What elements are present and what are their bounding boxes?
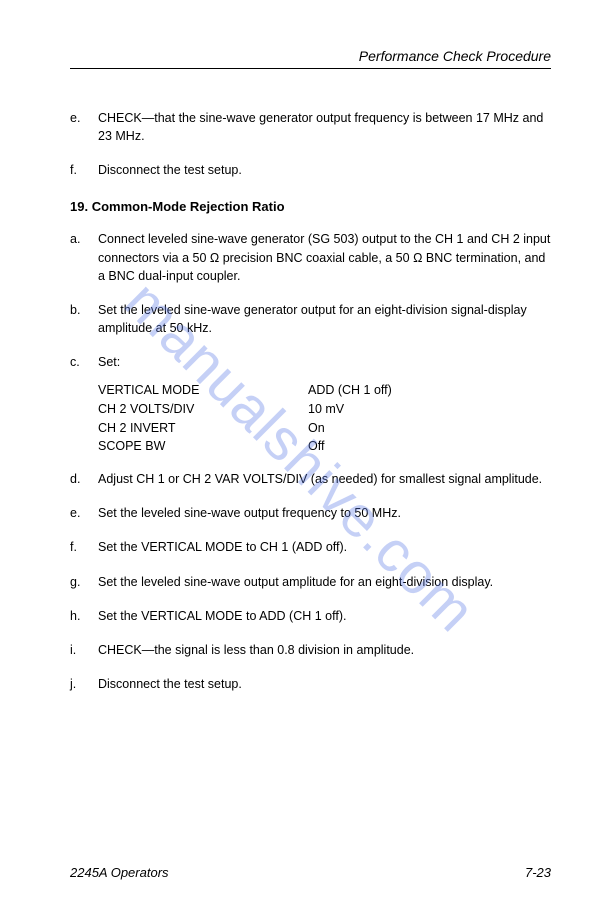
item-marker: g. <box>70 573 98 591</box>
item-text: CHECK—that the sine-wave generator outpu… <box>98 109 551 145</box>
setting-value: Off <box>308 437 324 456</box>
footer-right: 7-23 <box>525 865 551 880</box>
item-marker: e. <box>70 109 98 145</box>
item-marker: b. <box>70 301 98 337</box>
setting-value: 10 mV <box>308 400 344 419</box>
setting-label: SCOPE BW <box>98 437 308 456</box>
item-text: Set: <box>98 353 551 371</box>
section-name: Common-Mode Rejection Ratio <box>92 199 285 214</box>
item-marker: f. <box>70 538 98 556</box>
item-marker: d. <box>70 470 98 488</box>
list-item: i. CHECK—the signal is less than 0.8 div… <box>70 641 551 659</box>
header-title: Performance Check Procedure <box>359 48 551 64</box>
setting-label: VERTICAL MODE <box>98 381 308 400</box>
page: Performance Check Procedure manualshive.… <box>0 0 599 920</box>
list-item: g. Set the leveled sine-wave output ampl… <box>70 573 551 591</box>
page-header: Performance Check Procedure <box>70 48 551 69</box>
item-marker: a. <box>70 230 98 284</box>
footer-left: 2245A Operators <box>70 865 169 880</box>
item-text: Disconnect the test setup. <box>98 675 551 693</box>
item-text: CHECK—the signal is less than 0.8 divisi… <box>98 641 551 659</box>
item-marker: e. <box>70 504 98 522</box>
list-item: c. Set: <box>70 353 551 371</box>
item-text: Adjust CH 1 or CH 2 VAR VOLTS/DIV (as ne… <box>98 470 551 488</box>
list-item: e. Set the leveled sine-wave output freq… <box>70 504 551 522</box>
item-marker: i. <box>70 641 98 659</box>
item-text: Set the VERTICAL MODE to CH 1 (ADD off). <box>98 538 551 556</box>
item-marker: f. <box>70 161 98 179</box>
item-text: Set the leveled sine-wave output frequen… <box>98 504 551 522</box>
item-text: Set the VERTICAL MODE to ADD (CH 1 off). <box>98 607 551 625</box>
list-item: b. Set the leveled sine-wave generator o… <box>70 301 551 337</box>
settings-row: CH 2 INVERT On <box>98 419 551 438</box>
item-text: Set the leveled sine-wave output amplitu… <box>98 573 551 591</box>
item-marker: c. <box>70 353 98 371</box>
page-footer: 2245A Operators 7-23 <box>70 865 551 880</box>
list-item: h. Set the VERTICAL MODE to ADD (CH 1 of… <box>70 607 551 625</box>
list-item: f. Disconnect the test setup. <box>70 161 551 179</box>
settings-block: VERTICAL MODE ADD (CH 1 off) CH 2 VOLTS/… <box>98 381 551 456</box>
setting-value: ADD (CH 1 off) <box>308 381 392 400</box>
list-item: f. Set the VERTICAL MODE to CH 1 (ADD of… <box>70 538 551 556</box>
settings-row: CH 2 VOLTS/DIV 10 mV <box>98 400 551 419</box>
item-text: Set the leveled sine-wave generator outp… <box>98 301 551 337</box>
item-marker: h. <box>70 607 98 625</box>
settings-row: SCOPE BW Off <box>98 437 551 456</box>
item-marker: j. <box>70 675 98 693</box>
setting-value: On <box>308 419 325 438</box>
item-text: Disconnect the test setup. <box>98 161 551 179</box>
section-number: 19. <box>70 199 88 214</box>
section-title: 19. Common-Mode Rejection Ratio <box>70 199 551 214</box>
list-item: j. Disconnect the test setup. <box>70 675 551 693</box>
list-item: d. Adjust CH 1 or CH 2 VAR VOLTS/DIV (as… <box>70 470 551 488</box>
list-item: a. Connect leveled sine-wave generator (… <box>70 230 551 284</box>
setting-label: CH 2 INVERT <box>98 419 308 438</box>
setting-label: CH 2 VOLTS/DIV <box>98 400 308 419</box>
list-item: e. CHECK—that the sine-wave generator ou… <box>70 109 551 145</box>
item-text: Connect leveled sine-wave generator (SG … <box>98 230 551 284</box>
settings-row: VERTICAL MODE ADD (CH 1 off) <box>98 381 551 400</box>
